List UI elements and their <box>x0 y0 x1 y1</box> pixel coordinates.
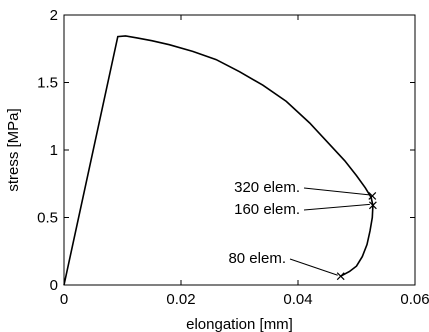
y-tick-label: 1 <box>50 142 58 159</box>
marker-label: 160 elem. <box>234 201 300 218</box>
marker-label: 80 elem. <box>228 250 286 267</box>
y-tick-label: 0 <box>50 277 58 294</box>
series-line <box>63 35 374 286</box>
y-tick-label: 2 <box>50 7 58 24</box>
axis-ticks: 0 0.02 0.04 0.06 0 0.5 1 1.5 2 <box>37 7 429 308</box>
y-tick-label: 0.5 <box>37 210 58 227</box>
x-tick-label: 0 <box>60 291 68 308</box>
plot-area <box>63 14 416 286</box>
marker-0: 320 elem. <box>234 179 377 200</box>
x-axis-label: elongation [mm] <box>186 316 293 332</box>
x-marker <box>336 272 345 281</box>
leader-line <box>303 203 370 211</box>
x-tick-label: 0.04 <box>283 291 312 308</box>
x-tick-label: 0.02 <box>166 291 195 308</box>
x-marker <box>368 201 377 210</box>
y-axis-label: stress [MPa] <box>5 108 22 191</box>
annotations: 320 elem. 160 elem. 80 elem. <box>228 179 377 281</box>
y-tick-label: 1.5 <box>37 75 58 92</box>
x-marker <box>368 191 377 200</box>
leader-line <box>289 258 338 276</box>
marker-2: 80 elem. <box>228 250 345 281</box>
x-tick-label: 0.06 <box>400 291 429 308</box>
marker-1: 160 elem. <box>234 201 377 218</box>
marker-label: 320 elem. <box>234 179 300 196</box>
leader-line <box>303 187 370 196</box>
